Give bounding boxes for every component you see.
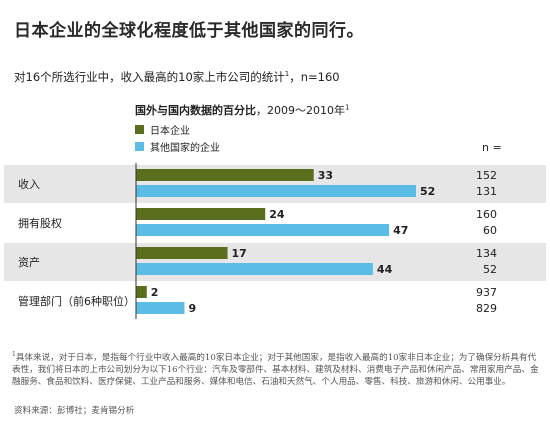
chart-title: 国外与国内数据的百分比，2009～2010年1 <box>135 102 349 118</box>
legend-swatch-other <box>135 142 144 151</box>
category-label: 资产 <box>18 255 40 269</box>
n-value: 937 <box>476 286 497 299</box>
n-value: 60 <box>483 224 497 237</box>
category-label: 拥有股权 <box>18 216 62 230</box>
legend-swatch-japan <box>135 125 144 134</box>
bar <box>136 247 228 259</box>
bar <box>136 263 373 275</box>
bar <box>136 208 266 220</box>
row-band <box>4 243 546 281</box>
source-note: 资料来源：彭博社；麦肯锡分析 <box>14 406 135 416</box>
data-label: 33 <box>318 169 333 182</box>
data-label: 24 <box>269 208 285 221</box>
bar <box>136 286 147 298</box>
n-column-header: n = <box>482 141 502 154</box>
data-label: 9 <box>188 302 196 315</box>
legend-item-japan: 日本企业 <box>135 122 190 137</box>
n-value: 131 <box>476 185 497 198</box>
bar <box>136 302 185 314</box>
data-label: 44 <box>377 263 393 276</box>
data-label: 17 <box>232 247 247 260</box>
legend-item-other: 其他国家的企业 <box>135 139 220 154</box>
bar <box>136 224 390 236</box>
chart-title-suffix: ，2009～2010年 <box>256 104 345 117</box>
n-value: 829 <box>476 302 497 315</box>
category-label: 收入 <box>18 177 40 191</box>
subtitle-footnote-mark: 1 <box>284 70 290 79</box>
n-value: 52 <box>483 263 497 276</box>
n-value: 134 <box>476 247 497 260</box>
n-value: 152 <box>476 169 497 182</box>
data-label: 52 <box>420 185 435 198</box>
subtitle-text: 对16个所选行业中，收入最高的10家上市公司的统计 <box>14 70 285 84</box>
page-title: 日本企业的全球化程度低于其他国家的同行。 <box>14 21 364 41</box>
data-label: 47 <box>393 224 408 237</box>
footnote: 1具体来说，对于日本，是指每个行业中收入最高的10家日本企业；对于其他国家，是指… <box>12 349 540 388</box>
legend-label-other: 其他国家的企业 <box>150 143 220 154</box>
chart-title-footnote-mark: 1 <box>345 103 350 112</box>
footnote-text: 具体来说，对于日本，是指每个行业中收入最高的10家日本企业；对于其他国家，是指收… <box>12 352 539 388</box>
data-label: 2 <box>151 286 159 299</box>
subtitle-n: ，n=160 <box>289 70 340 84</box>
footnote-mark: 1 <box>12 351 16 358</box>
bar <box>136 169 314 181</box>
category-label: 管理部门（前6种职位） <box>18 294 135 308</box>
chart-subtitle: 对16个所选行业中，收入最高的10家上市公司的统计1，n=160 <box>14 69 340 85</box>
bar <box>136 185 416 197</box>
legend-label-japan: 日本企业 <box>150 126 190 137</box>
n-value: 160 <box>476 208 497 221</box>
chart-title-main: 国外与国内数据的百分比 <box>135 104 256 117</box>
